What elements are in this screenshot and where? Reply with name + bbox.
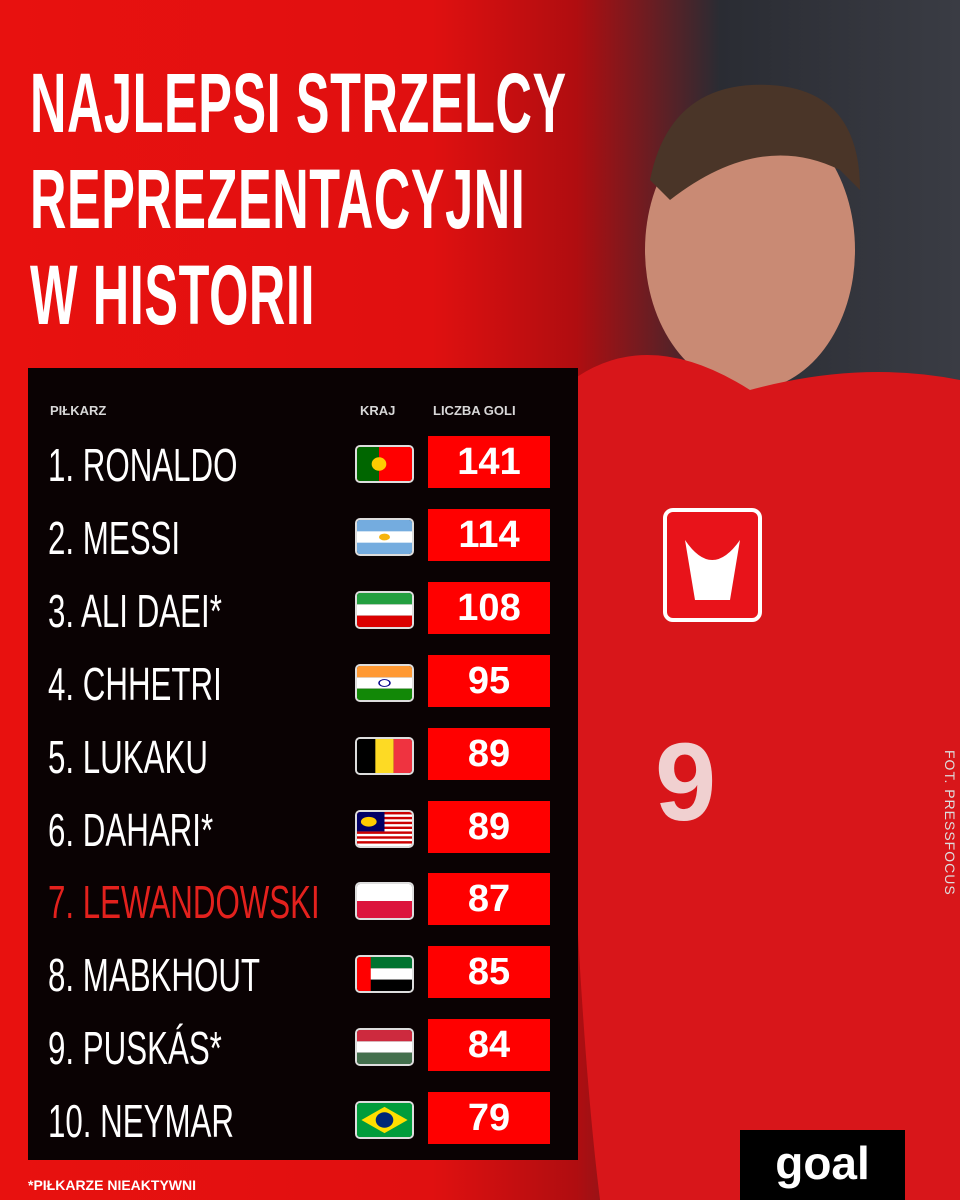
hungary-flag-icon [355,1028,414,1067]
player-name: 4. CHHETRI [48,657,222,710]
table-row: 4. CHHETRI 95 [28,653,578,713]
table-row: 3. ALI DAEI* 108 [28,580,578,640]
uae-flag-icon [355,955,414,994]
goals-badge: 108 [428,581,550,634]
table-row: 8. MABKHOUT 85 [28,944,578,1004]
table-row: 6. DAHARI* 89 [28,799,578,859]
poland-flag-icon [355,882,414,921]
player-name: 2. MESSI [48,511,181,564]
player-name: 1. RONALDO [48,439,238,491]
goals-badge: 79 [428,1092,550,1145]
brazil-flag-icon [355,1101,414,1140]
player-name: 10. NEYMAR [48,1095,235,1148]
player-name: 6. DAHARI* [48,803,214,856]
iran-flag-icon [355,590,414,629]
player-name: 5. LUKAKU [48,730,208,783]
page-title: NAJLEPSI STRZELCY REPREZENTACYJNI W HIST… [30,56,567,342]
table-row: 1. RONALDO 141 [28,434,578,494]
belgium-flag-icon [355,736,414,775]
goals-badge: 87 [428,873,550,926]
goal-logo: goal [740,1130,905,1200]
header-player: PIŁKARZ [50,403,107,418]
player-name: 8. MABKHOUT [48,949,261,1002]
portugal-flag-icon [355,445,414,483]
goals-badge: 114 [428,508,550,561]
table-row: 7. LEWANDOWSKI 87 [28,871,578,931]
header-goals: LICZBA GOLI [433,403,516,418]
goals-badge: 89 [428,800,550,853]
india-flag-icon [355,663,414,702]
goals-badge: 141 [428,436,550,488]
table-row: 9. PUSKÁS* 84 [28,1017,578,1077]
svg-text:9: 9 [655,721,716,844]
table-row: 10. NEYMAR 79 [28,1090,578,1150]
photo-credit: FOT. PRESSFOCUS [942,750,958,896]
player-name: 7. LEWANDOWSKI [48,876,320,929]
table-row: 5. LUKAKU 89 [28,726,578,786]
argentina-flag-icon [355,517,414,556]
player-name: 9. PUSKÁS* [48,1022,222,1075]
goals-badge: 84 [428,1019,550,1072]
goals-badge: 89 [428,727,550,780]
malaysia-flag-icon [355,809,414,848]
goals-badge: 95 [428,654,550,707]
footnote: *PIŁKARZE NIEAKTYWNI [28,1177,196,1193]
header-country: KRAJ [360,403,396,418]
table-row: 2. MESSI 114 [28,507,578,567]
goals-badge: 85 [428,946,550,999]
player-photo: 9 [560,84,960,1200]
player-name: 3. ALI DAEI* [48,584,222,637]
